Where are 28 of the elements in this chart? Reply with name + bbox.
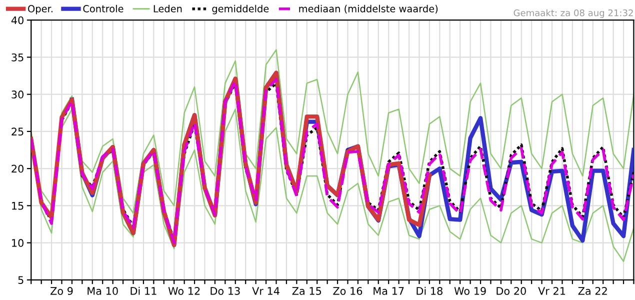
x-tick-label: Di 18 [416,286,442,295]
legend-label: Leden [154,4,182,12]
legend-label: gemiddelde [212,4,269,14]
x-tick-label: Za 22 [578,287,607,295]
text: Gemaakt: za 08 aug 21:32 [514,9,633,18]
x-tick-label: Vr 14 [252,287,280,295]
x-tick-label: Zo 9 [50,287,73,295]
y-tick-label: 40 [11,16,24,24]
x-tick-label: Do 13 [210,287,240,295]
x-tick-label: Ma 17 [374,287,404,295]
x-tick-label: Ma 10 [88,287,118,295]
y-tick-label: 5 [18,276,24,284]
x-tick-label: Wo 12 [168,287,200,295]
y-tick-label: 35 [12,53,24,62]
legend-label: Oper. [28,5,52,14]
x-tick-label: Wo 19 [454,287,486,295]
y-tick-label: 20 [12,164,24,173]
x-tick-label: Do 20 [496,287,526,295]
y-tick-label: 10 [12,239,24,247]
x-tick-label: Za 15 [292,287,322,295]
x-tick-label: Zo 16 [333,287,362,295]
x-tick-label: Vr 21 [538,287,566,295]
y-tick-label: 30 [12,90,24,98]
legend-label: mediaan (middelste waarde) [299,4,438,14]
x-tick-label: Di 11 [130,286,156,295]
y-tick-label: 15 [12,202,24,210]
legend-label: Controle [83,4,124,12]
y-tick-label: 25 [12,128,24,136]
